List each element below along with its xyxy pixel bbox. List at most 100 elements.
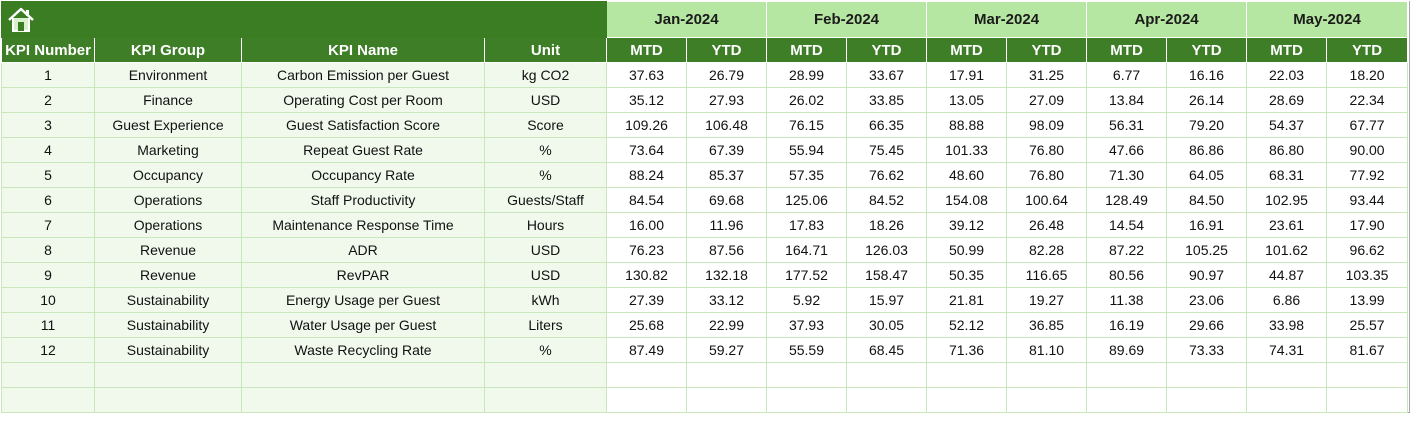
kpi-value: 50.99 xyxy=(926,237,1008,263)
column-header: KPI Group xyxy=(94,37,242,63)
kpi-value: 158.47 xyxy=(845,262,928,288)
empty-cell xyxy=(686,387,767,413)
kpi-value: 87.49 xyxy=(606,337,687,363)
kpi-value: 22.99 xyxy=(686,312,767,338)
kpi-value: 130.82 xyxy=(606,262,687,288)
kpi-value: 177.52 xyxy=(766,262,847,288)
kpi-value: 28.99 xyxy=(766,62,847,88)
kpi-value: 67.39 xyxy=(686,137,767,163)
empty-cell xyxy=(1086,387,1168,413)
period-header: MTD xyxy=(766,37,847,63)
empty-cell xyxy=(606,387,687,413)
kpi-value: 29.66 xyxy=(1166,312,1248,338)
kpi-value: 77.92 xyxy=(1326,162,1409,188)
empty-cell xyxy=(926,362,1008,388)
kpi-value: 89.69 xyxy=(1086,337,1168,363)
kpi-value: 27.39 xyxy=(606,287,687,313)
kpi-number: 8 xyxy=(1,237,95,263)
empty-cell xyxy=(94,362,242,388)
kpi-value: 85.37 xyxy=(686,162,767,188)
column-header: KPI Number xyxy=(1,37,95,63)
sheet-frame: Jan-2024 Feb-2024 Mar-2024 Apr-2024 May-2024… xyxy=(1,1,1410,413)
table-body: Jan-2024 Feb-2024 Mar-2024 Apr-2024 May-2024… xyxy=(1,1,1409,413)
kpi-value: 73.64 xyxy=(606,137,687,163)
empty-cell xyxy=(241,362,485,388)
kpi-value: 82.28 xyxy=(1006,237,1088,263)
kpi-row: 11 Sustainability Water Usage per Guest Lit… xyxy=(1,312,1409,338)
kpi-row: 4 Marketing Repeat Guest Rate% 73.64 67.39 55… xyxy=(1,137,1409,163)
kpi-value: 13.99 xyxy=(1326,287,1409,313)
kpi-value: 23.61 xyxy=(1246,212,1328,238)
kpi-value: 31.25 xyxy=(1006,62,1088,88)
kpi-value: 33.12 xyxy=(686,287,767,313)
kpi-value: 6.86 xyxy=(1246,287,1328,313)
unit: USD xyxy=(484,237,607,263)
kpi-name: Waste Recycling Rate xyxy=(241,337,485,363)
kpi-group: Operations xyxy=(94,187,242,213)
column-header-row: KPI Number KPI Group KPI Name Unit MTD YTD MTD… xyxy=(1,37,1409,63)
kpi-value: 13.05 xyxy=(926,87,1008,113)
kpi-value: 76.62 xyxy=(845,162,928,188)
kpi-value: 154.08 xyxy=(926,187,1008,213)
kpi-value: 19.27 xyxy=(1006,287,1088,313)
kpi-value: 105.25 xyxy=(1166,237,1248,263)
empty-cell xyxy=(845,362,928,388)
kpi-value: 55.94 xyxy=(766,137,847,163)
kpi-value: 23.06 xyxy=(1166,287,1248,313)
empty-cell xyxy=(1006,362,1088,388)
unit: kWh xyxy=(484,287,607,313)
kpi-value: 30.05 xyxy=(845,312,928,338)
month-header-row: Jan-2024 Feb-2024 Mar-2024 Apr-2024 May-2024 xyxy=(1,1,1409,38)
kpi-value: 18.26 xyxy=(845,212,928,238)
kpi-number: 11 xyxy=(1,312,95,338)
period-header: MTD xyxy=(606,37,687,63)
kpi-value: 18.20 xyxy=(1326,62,1409,88)
kpi-table: Jan-2024 Feb-2024 Mar-2024 Apr-2024 May-2024… xyxy=(1,1,1409,413)
period-header: YTD xyxy=(1006,37,1088,63)
kpi-value: 33.67 xyxy=(845,62,928,88)
unit: Guests/Staff xyxy=(484,187,607,213)
kpi-value: 5.92 xyxy=(766,287,847,313)
kpi-value: 116.65 xyxy=(1006,262,1088,288)
kpi-value: 26.48 xyxy=(1006,212,1088,238)
kpi-number: 5 xyxy=(1,162,95,188)
home-icon[interactable] xyxy=(6,6,36,34)
column-header: Unit xyxy=(484,37,607,63)
kpi-value: 17.90 xyxy=(1326,212,1409,238)
kpi-value: 33.85 xyxy=(845,87,928,113)
unit: % xyxy=(484,137,607,163)
kpi-value: 11.96 xyxy=(686,212,767,238)
kpi-value: 22.03 xyxy=(1246,62,1328,88)
kpi-value: 90.00 xyxy=(1326,137,1409,163)
kpi-group: Revenue xyxy=(94,262,242,288)
kpi-row: 9 Revenue RevPAR USD 130.82 132.18 177.52 158.4… xyxy=(1,262,1409,288)
empty-cell xyxy=(1246,362,1328,388)
kpi-value: 84.54 xyxy=(606,187,687,213)
kpi-value: 100.64 xyxy=(1006,187,1088,213)
kpi-group: Sustainability xyxy=(94,287,242,313)
kpi-value: 33.98 xyxy=(1246,312,1328,338)
kpi-name: Repeat Guest Rate xyxy=(241,137,485,163)
kpi-value: 126.03 xyxy=(845,237,928,263)
kpi-value: 16.16 xyxy=(1166,62,1248,88)
kpi-value: 76.15 xyxy=(766,112,847,138)
month-header: Jan-2024 xyxy=(606,1,767,38)
kpi-value: 59.27 xyxy=(686,337,767,363)
empty-cell xyxy=(1166,387,1248,413)
column-header: KPI Name xyxy=(241,37,485,63)
unit: USD xyxy=(484,87,607,113)
kpi-name: RevPAR xyxy=(241,262,485,288)
kpi-value: 27.09 xyxy=(1006,87,1088,113)
kpi-group: Marketing xyxy=(94,137,242,163)
empty-cell xyxy=(1,362,95,388)
kpi-value: 48.60 xyxy=(926,162,1008,188)
kpi-group: Operations xyxy=(94,212,242,238)
kpi-number: 6 xyxy=(1,187,95,213)
kpi-value: 103.35 xyxy=(1326,262,1409,288)
kpi-value: 86.80 xyxy=(1246,137,1328,163)
empty-row xyxy=(1,387,1409,413)
kpi-value: 55.59 xyxy=(766,337,847,363)
kpi-value: 26.14 xyxy=(1166,87,1248,113)
unit: Liters xyxy=(484,312,607,338)
kpi-value: 44.87 xyxy=(1246,262,1328,288)
